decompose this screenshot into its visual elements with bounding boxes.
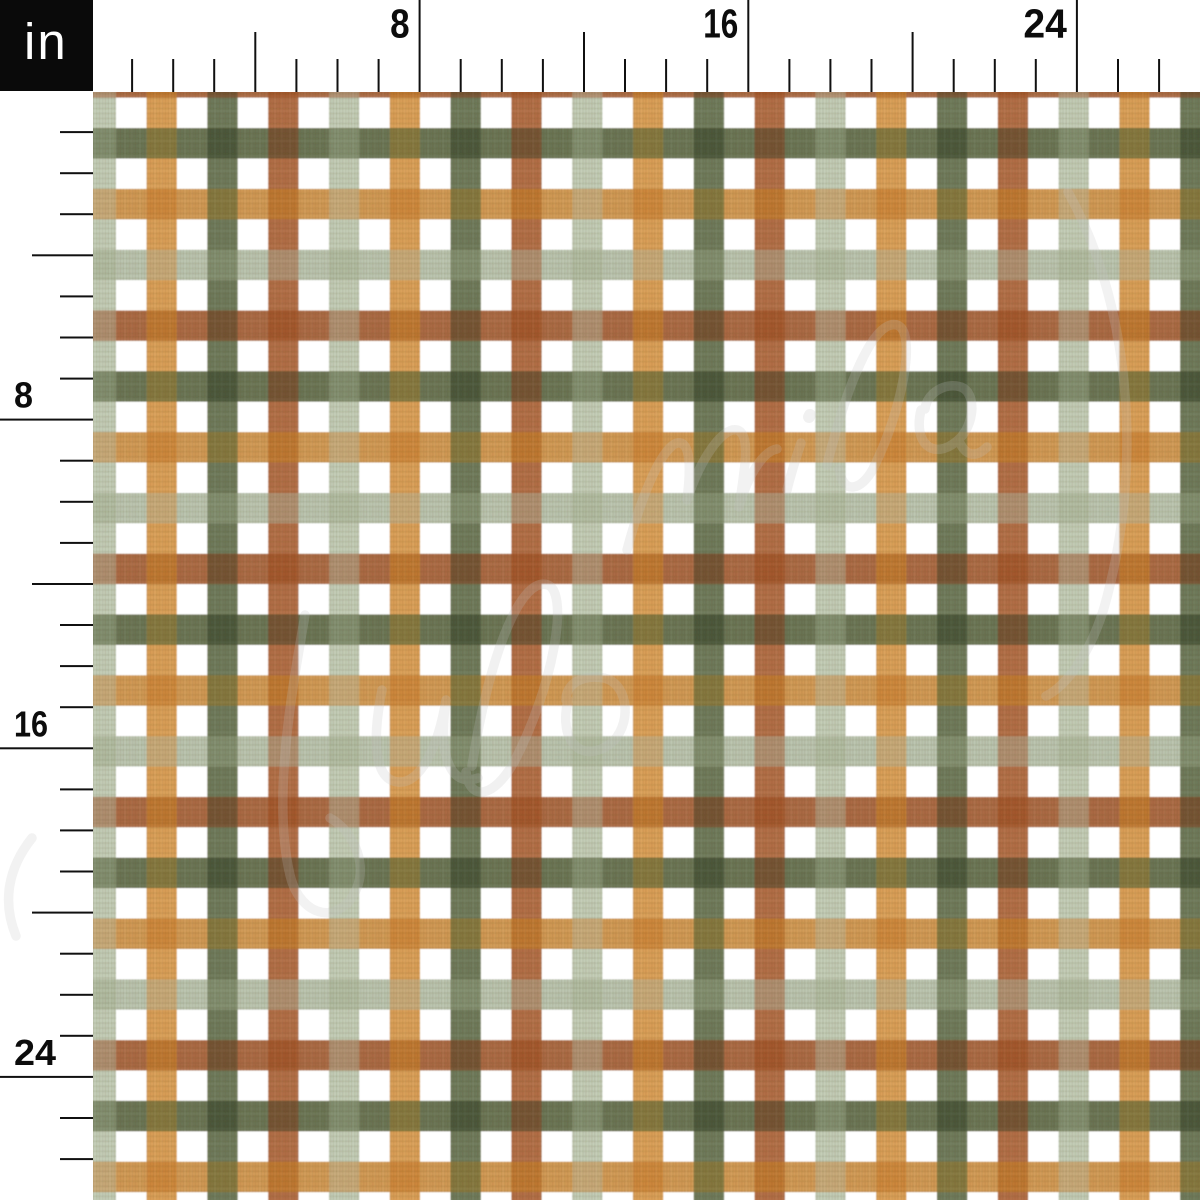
svg-text:8: 8 <box>390 1 410 47</box>
svg-text:24: 24 <box>14 1032 56 1073</box>
svg-text:16: 16 <box>14 703 48 744</box>
svg-text:16: 16 <box>703 1 738 47</box>
svg-text:24: 24 <box>1023 1 1067 47</box>
svg-text:8: 8 <box>14 375 33 416</box>
